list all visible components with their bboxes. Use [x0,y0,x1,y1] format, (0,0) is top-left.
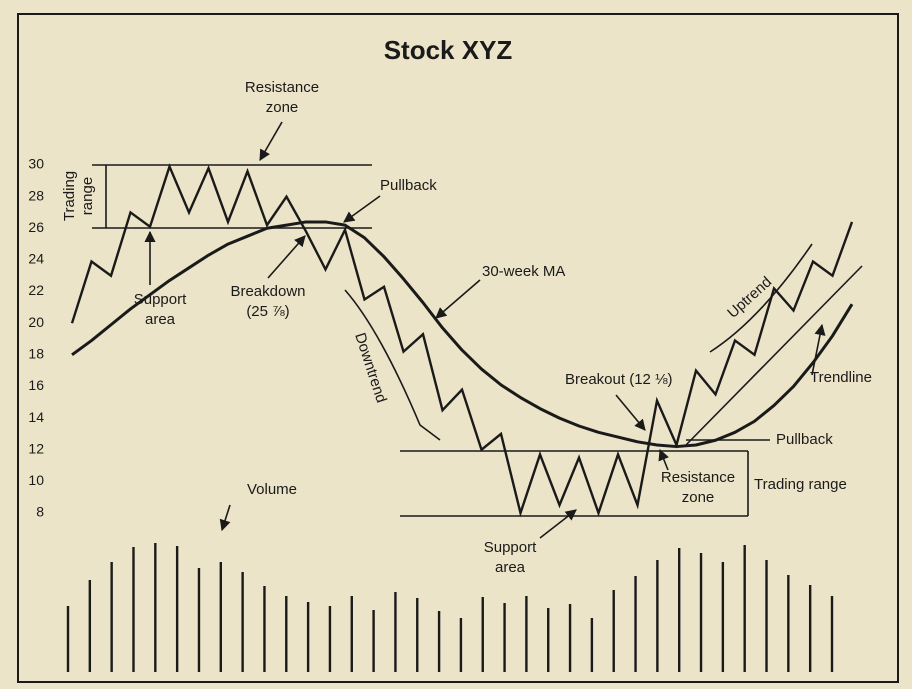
annotation: range [79,177,96,215]
ma-line [71,220,854,449]
y-tick-label: 26 [28,219,44,235]
annotation: Resistance [661,469,735,486]
price-line [70,163,854,518]
annotation: area [495,559,526,576]
y-tick-label: 16 [28,377,44,393]
annotation: Trading [61,171,78,221]
annotation: area [145,311,176,328]
y-tick-label: 24 [28,251,44,267]
annotation: Trendline [810,369,872,386]
y-tick-label: 10 [28,472,44,488]
annotation: Trading range [754,476,847,493]
annotation: Pullback [776,431,833,448]
annotation: (25 ⅞) [246,303,289,320]
y-tick-label: 30 [28,156,44,172]
annotation: Resistance [245,79,319,96]
annotation: zone [682,489,715,506]
annotation: Breakdown [230,283,305,300]
annotation: Support [484,539,537,556]
annotation: Pullback [380,177,437,194]
reference-lines [92,164,863,517]
annotation: Breakout (12 ⅛) [565,371,673,388]
y-tick-label: 22 [28,282,44,298]
frame [17,13,899,683]
y-tick-label: 20 [28,314,44,330]
chart-title: Stock XYZ [384,35,513,65]
annotation: zone [266,99,299,116]
annotation: Volume [247,481,297,498]
y-tick-label: 8 [36,504,44,520]
arrows [144,121,826,539]
annotation: 30-week MA [482,263,565,280]
y-tick-label: 14 [28,409,44,425]
y-tick-label: 12 [28,440,44,456]
y-tick-label: 28 [28,187,44,203]
y-tick-label: 18 [28,346,44,362]
